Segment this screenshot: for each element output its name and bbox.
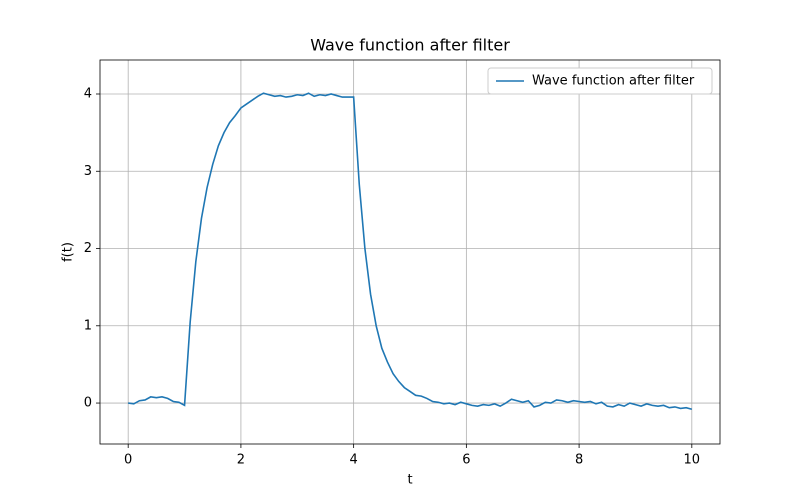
x-tick-label: 6 xyxy=(462,453,470,468)
legend-label: Wave function after filter xyxy=(532,74,695,89)
x-tick-label: 8 xyxy=(575,453,583,468)
x-axis-label: t xyxy=(407,473,412,488)
x-tick-label: 4 xyxy=(349,453,357,468)
y-tick-label: 1 xyxy=(84,318,92,333)
chart-title: Wave function after filter xyxy=(310,36,510,55)
axes-frame xyxy=(99,59,721,445)
y-tick-label: 4 xyxy=(84,86,92,101)
x-tick-label: 2 xyxy=(237,453,245,468)
x-tick-label: 0 xyxy=(124,453,132,468)
y-tick-label: 3 xyxy=(84,164,92,179)
legend-box xyxy=(487,67,713,95)
line-series xyxy=(128,92,693,411)
x-tick-label: 10 xyxy=(684,453,701,468)
y-axis-label: f(t) xyxy=(61,242,76,262)
y-tick-label: 0 xyxy=(84,396,92,411)
y-tick-label: 2 xyxy=(84,241,92,256)
